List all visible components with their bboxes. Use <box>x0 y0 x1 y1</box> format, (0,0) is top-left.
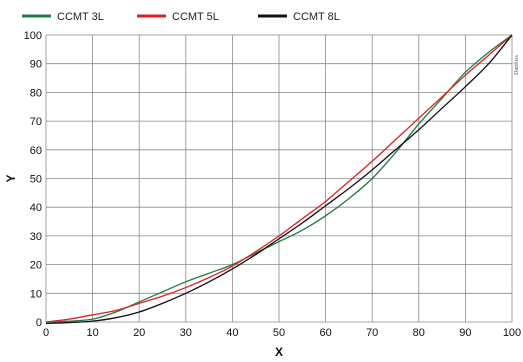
x-tick-label-80: 80 <box>413 327 425 339</box>
y-axis-label: Y <box>4 174 18 182</box>
x-tick-label-70: 70 <box>366 327 378 339</box>
series-line-ccmt-8l <box>45 34 513 325</box>
y-tick-label-30: 30 <box>30 231 42 243</box>
watermark-text: Danfoss <box>513 55 520 75</box>
grid-lines <box>45 34 513 323</box>
x-axis-label: X <box>275 345 283 359</box>
x-tick-label-30: 30 <box>180 327 192 339</box>
x-tick-label-20: 20 <box>133 327 145 339</box>
legend-item-ccmt-5l: CCMT 5L <box>137 11 219 23</box>
x-axis-ticks: 0 10 20 30 40 50 60 70 80 90 100 <box>43 327 521 339</box>
y-tick-label-100: 100 <box>24 30 42 42</box>
x-tick-label-100: 100 <box>503 327 521 339</box>
y-axis-ticks: 0 10 20 30 40 50 60 70 80 90 100 <box>24 30 42 329</box>
y-tick-label-10: 10 <box>30 288 42 300</box>
y-tick-label-40: 40 <box>30 202 42 214</box>
y-tick-label-60: 60 <box>30 145 42 157</box>
y-tick-label-80: 80 <box>30 87 42 99</box>
y-tick-label-0: 0 <box>36 317 42 329</box>
series-line-ccmt-5l <box>45 34 513 323</box>
x-tick-label-50: 50 <box>273 327 285 339</box>
y-tick-label-20: 20 <box>30 260 42 272</box>
y-tick-label-70: 70 <box>30 116 42 128</box>
y-tick-label-90: 90 <box>30 59 42 71</box>
legend: CCMT 3L CCMT 5L CCMT 8L <box>22 11 340 23</box>
x-tick-label-40: 40 <box>226 327 238 339</box>
legend-label-ccmt-8l: CCMT 8L <box>293 11 340 23</box>
y-tick-label-50: 50 <box>30 174 42 186</box>
legend-label-ccmt-5l: CCMT 5L <box>172 11 219 23</box>
legend-item-ccmt-3l: CCMT 3L <box>22 11 104 23</box>
x-tick-label-0: 0 <box>43 327 49 339</box>
legend-item-ccmt-8l: CCMT 8L <box>258 11 340 23</box>
x-tick-label-10: 10 <box>86 327 98 339</box>
series-lines <box>45 34 513 325</box>
x-tick-label-60: 60 <box>319 327 331 339</box>
x-tick-label-90: 90 <box>459 327 471 339</box>
legend-label-ccmt-3l: CCMT 3L <box>57 11 104 23</box>
